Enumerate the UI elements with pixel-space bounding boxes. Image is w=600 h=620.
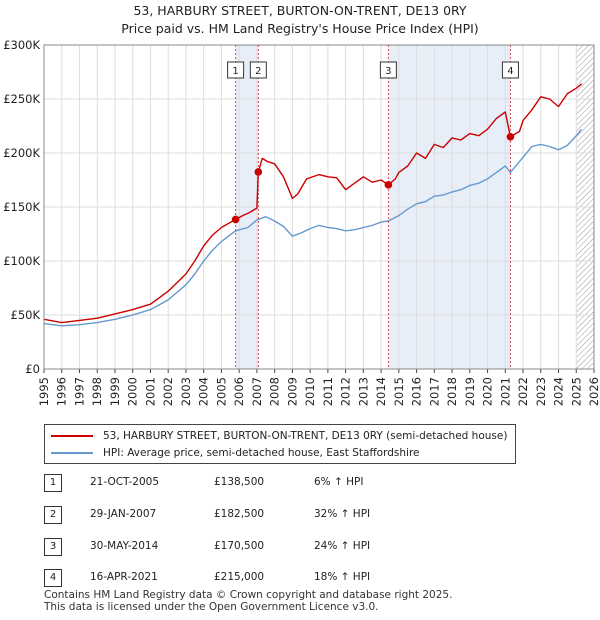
x-tick-label: 2005 bbox=[214, 377, 228, 406]
transaction-date: 21-OCT-2005 bbox=[90, 476, 159, 488]
x-tick-label: 2025 bbox=[569, 377, 583, 406]
x-tick-label: 2021 bbox=[498, 377, 512, 406]
series-line-property bbox=[44, 83, 583, 324]
sale-marker-label: 2 bbox=[255, 66, 261, 77]
y-tick-label: £0 bbox=[25, 362, 40, 376]
legend-swatch-property bbox=[51, 435, 93, 437]
legend-swatch-hpi bbox=[51, 452, 93, 454]
y-tick-label: £250K bbox=[3, 92, 40, 106]
sale-marker-label: 4 bbox=[507, 66, 513, 77]
x-tick-label: 2016 bbox=[410, 377, 424, 406]
footer-attribution: Contains HM Land Registry data © Crown c… bbox=[44, 589, 452, 613]
x-tick-label: 2023 bbox=[534, 377, 548, 406]
transaction-date: 16-APR-2021 bbox=[90, 571, 158, 583]
legend-label-property: 53, HARBURY STREET, BURTON-ON-TRENT, DE1… bbox=[103, 430, 508, 442]
sale-marker-label: 3 bbox=[385, 66, 391, 77]
transaction-price: £182,500 bbox=[214, 508, 265, 520]
x-tick-label: 2000 bbox=[126, 377, 140, 406]
y-tick-label: £200K bbox=[3, 146, 40, 160]
x-tick-label: 2017 bbox=[427, 377, 441, 406]
x-tick-label: 2015 bbox=[392, 377, 406, 406]
sale-marker-box bbox=[249, 61, 267, 79]
transaction-hpi: 24% ↑ HPI bbox=[314, 540, 371, 552]
y-tick-label: £300K bbox=[3, 38, 40, 52]
legend: 53, HARBURY STREET, BURTON-ON-TRENT, DE1… bbox=[44, 424, 516, 464]
table-row: 1 21-OCT-2005 £138,500 6% ↑ HPI bbox=[44, 474, 404, 492]
sale-marker-label: 1 bbox=[232, 66, 238, 77]
chart-title: 53, HARBURY STREET, BURTON-ON-TRENT, DE1… bbox=[0, 2, 600, 38]
table-row: 2 29-JAN-2007 £182,500 32% ↑ HPI bbox=[44, 506, 404, 524]
transaction-number: 4 bbox=[44, 569, 62, 587]
transaction-hpi: 32% ↑ HPI bbox=[314, 508, 371, 520]
sale-marker-box bbox=[501, 61, 519, 79]
x-tick-label: 2022 bbox=[516, 377, 530, 406]
x-tick-label: 2013 bbox=[356, 377, 370, 406]
legend-item-property: 53, HARBURY STREET, BURTON-ON-TRENT, DE1… bbox=[51, 428, 507, 444]
sale-point bbox=[231, 215, 240, 224]
x-tick-label: 2019 bbox=[463, 377, 477, 406]
transaction-date: 29-JAN-2007 bbox=[90, 508, 157, 520]
transaction-hpi: 6% ↑ HPI bbox=[314, 476, 364, 488]
plot-frame bbox=[43, 44, 595, 370]
x-tick-label: 2014 bbox=[374, 377, 388, 406]
x-tick-label: 2009 bbox=[285, 377, 299, 406]
y-tick-label: £50K bbox=[11, 308, 41, 322]
title-line-1: 53, HARBURY STREET, BURTON-ON-TRENT, DE1… bbox=[133, 3, 467, 18]
x-tick-label: 2004 bbox=[197, 377, 211, 406]
footer-line-2: This data is licensed under the Open Gov… bbox=[44, 601, 379, 613]
transaction-hpi: 18% ↑ HPI bbox=[314, 571, 371, 583]
legend-item-hpi: HPI: Average price, semi-detached house,… bbox=[51, 445, 420, 461]
transaction-price: £215,000 bbox=[214, 571, 265, 583]
transaction-price: £138,500 bbox=[214, 476, 265, 488]
sale-marker-box bbox=[227, 61, 245, 79]
x-tick-label: 2002 bbox=[161, 377, 175, 406]
x-tick-label: 2020 bbox=[481, 377, 495, 406]
y-tick-label: £150K bbox=[3, 200, 40, 214]
sale-point bbox=[506, 133, 515, 141]
x-tick-label: 1999 bbox=[108, 377, 122, 406]
x-tick-label: 2012 bbox=[339, 377, 353, 406]
x-tick-label: 2003 bbox=[179, 377, 193, 406]
transaction-price: £170,500 bbox=[214, 540, 265, 552]
x-tick-label: 2024 bbox=[552, 377, 566, 406]
x-tick-label: 2011 bbox=[321, 377, 335, 406]
sale-point bbox=[254, 168, 263, 176]
transaction-number: 3 bbox=[44, 538, 62, 556]
x-tick-label: 2006 bbox=[232, 377, 246, 406]
table-row: 4 16-APR-2021 £215,000 18% ↑ HPI bbox=[44, 569, 404, 587]
x-tick-label: 2007 bbox=[250, 377, 264, 406]
x-tick-label: 2018 bbox=[445, 377, 459, 406]
x-tick-label: 1995 bbox=[37, 377, 51, 406]
legend-label-hpi: HPI: Average price, semi-detached house,… bbox=[103, 447, 420, 459]
x-tick-label: 2010 bbox=[303, 377, 317, 406]
transaction-number: 2 bbox=[44, 506, 62, 524]
sale-point bbox=[384, 181, 393, 189]
title-line-2: Price paid vs. HM Land Registry's House … bbox=[121, 21, 479, 36]
series-line-hpi bbox=[44, 128, 583, 327]
x-tick-label: 1996 bbox=[55, 377, 69, 406]
table-row: 3 30-MAY-2014 £170,500 24% ↑ HPI bbox=[44, 538, 404, 556]
x-tick-label: 2008 bbox=[268, 377, 282, 406]
footer-line-1: Contains HM Land Registry data © Crown c… bbox=[44, 589, 453, 601]
y-tick-label: £100K bbox=[3, 254, 40, 268]
transaction-number: 1 bbox=[44, 474, 62, 492]
x-tick-label: 2001 bbox=[143, 377, 157, 406]
transaction-date: 30-MAY-2014 bbox=[90, 540, 159, 552]
sale-marker-box bbox=[379, 61, 397, 79]
x-tick-label: 2026 bbox=[587, 377, 600, 406]
x-tick-label: 1998 bbox=[90, 377, 104, 406]
x-tick-label: 1997 bbox=[72, 377, 86, 406]
